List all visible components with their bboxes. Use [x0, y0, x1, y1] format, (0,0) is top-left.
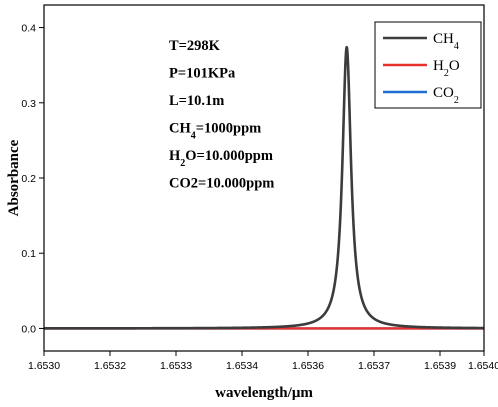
x-tick-label: 1.6537	[358, 360, 390, 372]
annotation-ch4: CH4=1000ppm	[169, 121, 261, 142]
x-tick-label: 1.6539	[424, 360, 456, 372]
x-tick-label: 1.6532	[94, 360, 126, 372]
x-axis: 1.6530 1.6532 1.6533 1.6534 1.6536 1.6537 1.65…	[28, 351, 498, 372]
condition-annotations: T=298K P=101KPa L=10.1m CH4=1000ppm H2O=10.0…	[169, 38, 274, 192]
legend-label-h2o: H2O	[433, 58, 460, 79]
annotation-p: P=101KPa	[169, 66, 236, 82]
annotation-t: T=298K	[169, 38, 221, 54]
y-tick-label: 0.0	[21, 323, 36, 335]
y-axis-title: Absorbance	[6, 139, 22, 216]
series-line-ch4	[43, 45, 485, 330]
annotation-co2: CO2=10.000ppm	[169, 176, 274, 192]
legend: CH4 H2O CO2	[374, 21, 482, 109]
annotation-l: L=10.1m	[169, 93, 224, 109]
legend-label-ch4: CH4	[433, 31, 459, 52]
x-tick-label: 1.6534	[226, 360, 258, 372]
x-tick-label: 1.6536	[292, 360, 324, 372]
y-tick-label: 0.4	[21, 23, 36, 35]
x-tick-label: 1.6533	[160, 360, 192, 372]
y-axis: 0.0 0.1 0.2 0.3 0.4	[21, 23, 44, 335]
x-axis-title: wavelength/μm	[215, 385, 313, 401]
x-tick-label: 1.6540	[468, 360, 498, 372]
y-tick-label: 0.1	[21, 248, 36, 260]
legend-label-co2: CO2	[433, 85, 459, 106]
y-tick-label: 0.3	[21, 98, 36, 110]
y-tick-label: 0.2	[21, 173, 36, 185]
series-layer	[43, 45, 485, 330]
annotation-h2o: H2O=10.000ppm	[169, 148, 273, 169]
legend-items: CH4 H2O CO2	[383, 31, 460, 106]
x-tick-label: 1.6530	[28, 360, 60, 372]
